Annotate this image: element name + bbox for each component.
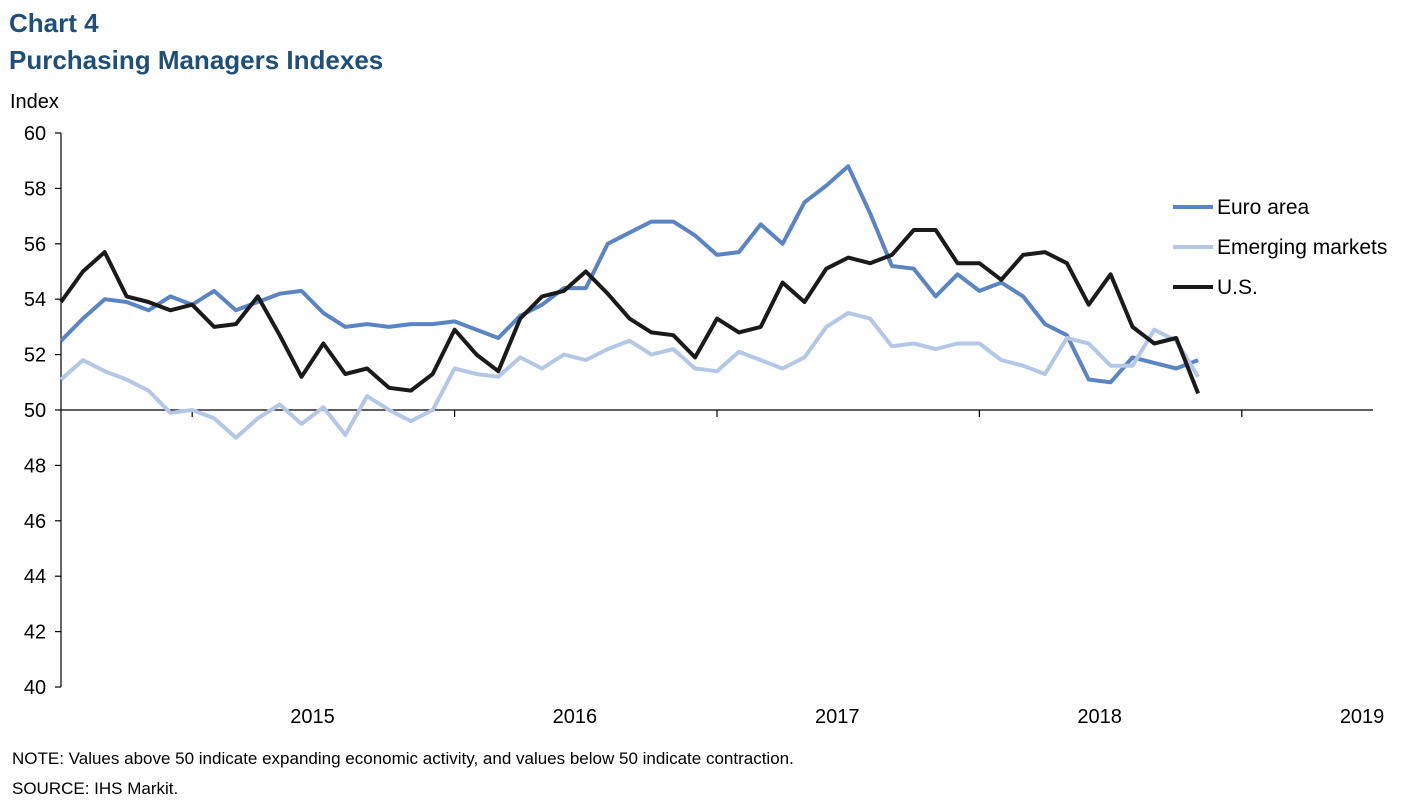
y-tick-label-48: 48 — [24, 455, 46, 477]
x-axis: 2015 2016 2017 2018 2019 — [61, 409, 1385, 728]
y-tick-label-42: 42 — [24, 622, 46, 644]
y-tick-label-56: 56 — [24, 234, 46, 256]
x-tick-label-2015: 2015 — [290, 706, 335, 728]
series-line-emerging-markets — [59, 311, 1200, 440]
y-tick-label-44: 44 — [24, 566, 46, 588]
y-tick-label-54: 54 — [24, 289, 46, 311]
x-tick-label-2019: 2019 — [1340, 706, 1385, 728]
series-line-u-s — [59, 228, 1200, 395]
y-tick-label-50: 50 — [24, 400, 46, 422]
x-tick-label-2016: 2016 — [553, 706, 598, 728]
legend-label-euro-area: Euro area — [1217, 196, 1310, 219]
y-axis: 40 42 44 46 48 50 52 54 56 58 60 — [24, 123, 62, 699]
legend-label-emerging-markets: Emerging markets — [1217, 236, 1387, 259]
chart-number: Chart 4 — [9, 8, 99, 38]
y-tick-label-40: 40 — [24, 677, 46, 699]
x-tick-label-2017: 2017 — [815, 706, 860, 728]
x-tick-label-2018: 2018 — [1077, 706, 1122, 728]
y-tick-label-60: 60 — [24, 123, 46, 145]
series-lines — [59, 164, 1200, 440]
y-tick-label-58: 58 — [24, 178, 46, 200]
legend-label-u-s: U.S. — [1217, 276, 1258, 299]
chart-title: Purchasing Managers Indexes — [9, 45, 384, 75]
chart-note: NOTE: Values above 50 indicate expanding… — [12, 749, 794, 768]
legend: Euro area Emerging markets U.S. — [1173, 196, 1387, 299]
y-tick-label-52: 52 — [24, 345, 46, 367]
series-line-euro-area — [59, 164, 1199, 385]
chart-source: SOURCE: IHS Markit. — [12, 779, 179, 798]
y-axis-label: Index — [10, 91, 59, 113]
y-tick-label-46: 46 — [24, 511, 46, 533]
